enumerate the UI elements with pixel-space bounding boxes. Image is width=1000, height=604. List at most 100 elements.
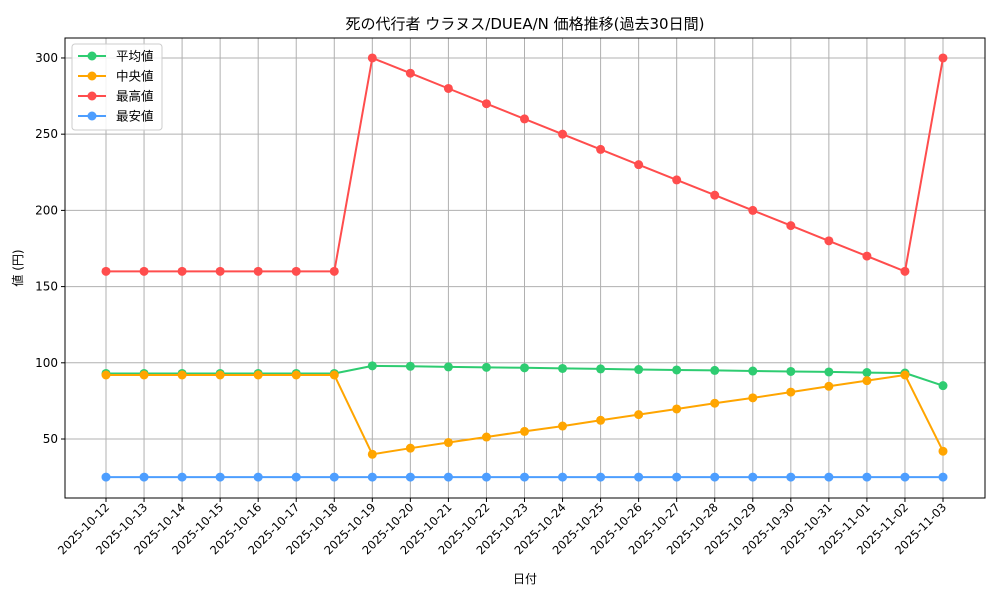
data-point-marker <box>253 266 263 276</box>
data-point-marker <box>900 266 910 276</box>
data-point-marker <box>405 361 415 371</box>
data-point-marker <box>900 370 910 380</box>
data-point-marker <box>748 393 758 403</box>
data-point-marker <box>443 83 453 93</box>
data-point-marker <box>596 415 606 425</box>
data-point-marker <box>786 366 796 376</box>
data-point-marker <box>558 472 568 482</box>
x-axis: 2025-10-122025-10-132025-10-142025-10-15… <box>55 498 949 557</box>
data-point-marker <box>938 446 948 456</box>
data-point-marker <box>520 426 529 436</box>
data-point-marker <box>443 438 453 448</box>
data-point-marker <box>101 266 111 276</box>
data-point-marker <box>215 472 225 482</box>
legend-marker-icon <box>87 71 97 81</box>
data-point-marker <box>634 160 644 170</box>
data-point-marker <box>520 363 529 373</box>
data-point-marker <box>672 365 682 375</box>
x-axis-label: 日付 <box>513 572 537 586</box>
data-point-marker <box>520 472 529 482</box>
series-line <box>101 370 948 459</box>
data-point-marker <box>672 175 682 185</box>
series-line <box>101 472 948 482</box>
data-point-marker <box>710 472 720 482</box>
data-point-marker <box>900 472 910 482</box>
data-point-marker <box>139 266 149 276</box>
data-point-marker <box>862 472 872 482</box>
data-point-marker <box>443 362 453 372</box>
data-point-marker <box>672 404 682 414</box>
data-point-marker <box>481 99 491 109</box>
data-point-marker <box>443 472 453 482</box>
data-point-marker <box>634 365 644 375</box>
data-point-marker <box>215 370 225 380</box>
data-point-marker <box>329 266 339 276</box>
data-point-marker <box>329 472 339 482</box>
y-tick-label: 150 <box>35 280 58 294</box>
data-point-marker <box>291 472 301 482</box>
data-point-marker <box>520 114 529 124</box>
y-axis-label: 値 (円) <box>10 249 25 286</box>
data-point-marker <box>824 367 834 377</box>
data-point-marker <box>367 472 377 482</box>
legend-label: 平均値 <box>116 49 154 64</box>
data-point-marker <box>215 266 225 276</box>
legend-marker-icon <box>87 111 97 121</box>
data-point-marker <box>558 363 568 373</box>
data-point-marker <box>672 472 682 482</box>
legend-box <box>71 43 163 131</box>
data-point-marker <box>558 129 568 139</box>
data-point-marker <box>862 368 872 378</box>
data-point-marker <box>634 410 644 420</box>
data-point-marker <box>101 472 111 482</box>
data-point-marker <box>291 370 301 380</box>
y-tick-label: 300 <box>35 51 58 65</box>
data-point-marker <box>101 370 111 380</box>
y-tick-label: 250 <box>35 127 58 141</box>
data-point-marker <box>139 472 149 482</box>
data-point-marker <box>481 362 491 372</box>
data-point-marker <box>786 387 796 397</box>
series-line <box>101 53 948 276</box>
data-point-marker <box>938 53 948 63</box>
legend-marker-icon <box>87 91 97 101</box>
legend-item: 最高値 <box>78 89 154 104</box>
data-point-marker <box>177 472 187 482</box>
data-point-marker <box>748 205 758 215</box>
data-point-marker <box>748 472 758 482</box>
data-point-marker <box>405 443 415 453</box>
data-point-marker <box>824 236 834 246</box>
data-point-marker <box>481 432 491 442</box>
data-point-marker <box>710 190 720 200</box>
data-point-marker <box>253 472 263 482</box>
data-point-marker <box>786 221 796 231</box>
data-point-marker <box>405 68 415 78</box>
data-point-marker <box>710 365 720 375</box>
data-point-marker <box>634 472 644 482</box>
data-point-marker <box>938 381 948 391</box>
data-point-marker <box>862 376 872 386</box>
data-point-marker <box>177 370 187 380</box>
data-point-marker <box>938 472 948 482</box>
series-layer <box>101 53 948 482</box>
y-tick-label: 100 <box>35 356 58 370</box>
legend-item: 中央値 <box>78 69 154 84</box>
chart-title: 死の代行者 ウラヌス/DUEA/N 価格推移(過去30日間) <box>346 15 705 33</box>
data-point-marker <box>291 266 301 276</box>
legend-label: 最高値 <box>116 89 154 104</box>
data-point-marker <box>710 398 720 408</box>
legend-marker-icon <box>87 51 97 61</box>
data-point-marker <box>177 266 187 276</box>
y-axis: 50 100 150 200 250 300 <box>35 51 65 446</box>
data-point-marker <box>367 361 377 371</box>
data-point-marker <box>862 251 872 261</box>
legend-label: 最安値 <box>116 109 154 124</box>
data-point-marker <box>329 370 339 380</box>
data-point-marker <box>253 370 263 380</box>
data-point-marker <box>596 472 606 482</box>
data-point-marker <box>481 472 491 482</box>
legend-item: 平均値 <box>78 49 154 64</box>
data-point-marker <box>786 472 796 482</box>
